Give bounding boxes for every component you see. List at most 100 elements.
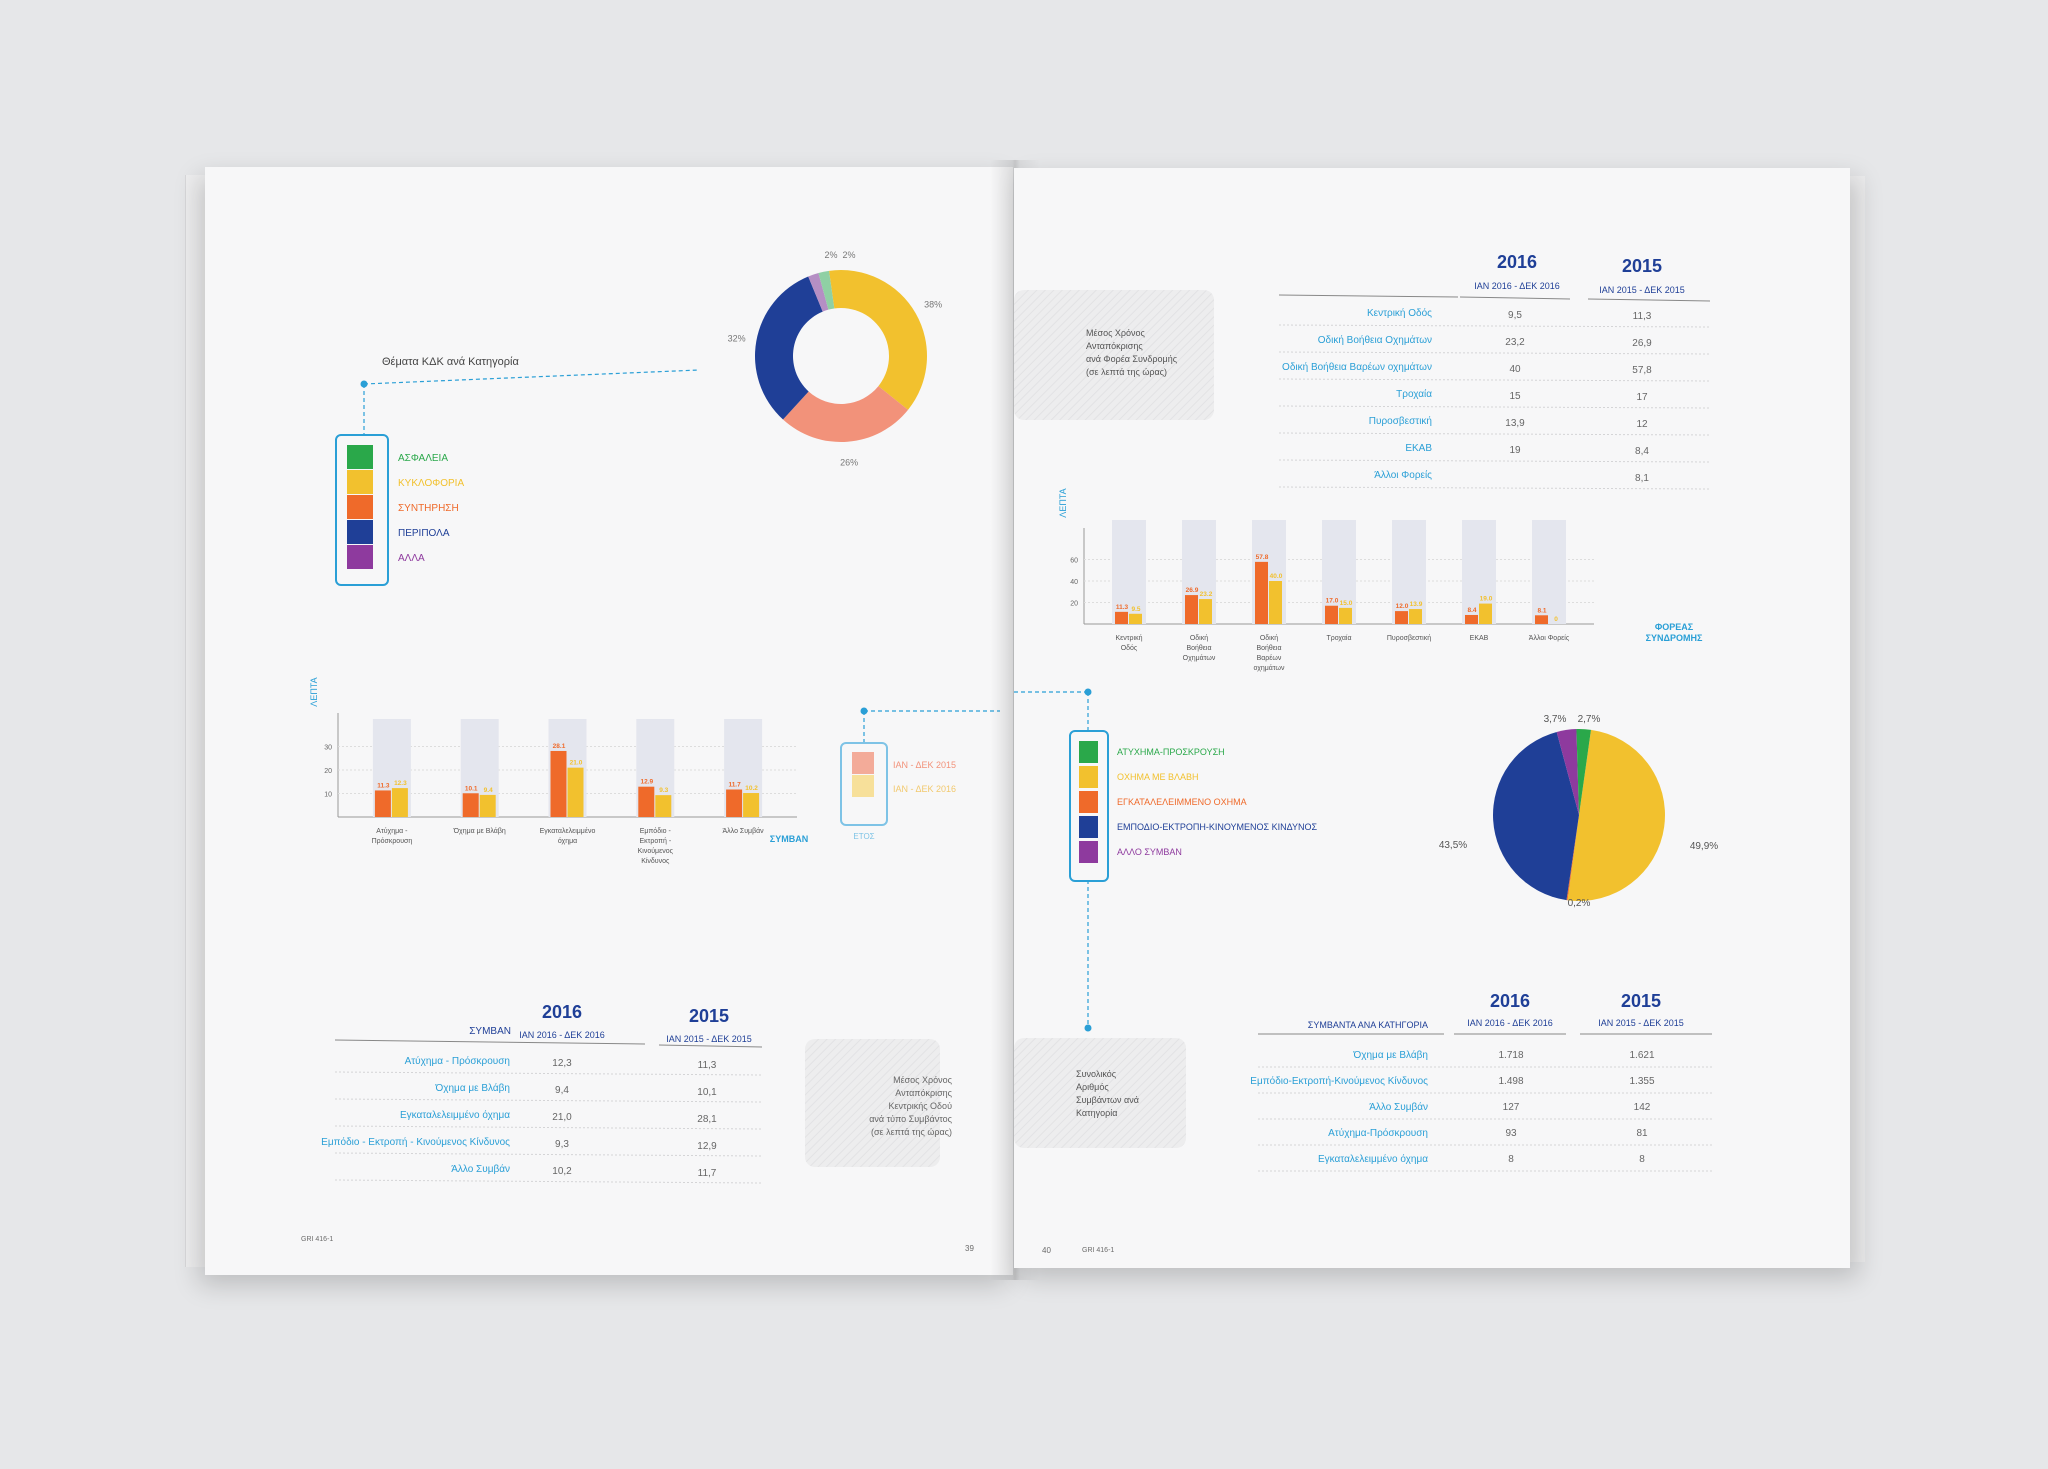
bar-value-label: 12.9 xyxy=(640,779,653,786)
y-axis-title: ΛΕΠΤΑ xyxy=(309,677,319,706)
table-caption-box xyxy=(805,1039,940,1167)
y-tick-label: 10 xyxy=(324,792,332,799)
table-cell-2015: 142 xyxy=(1634,1102,1651,1113)
footer-code: GRI 416-1 xyxy=(1082,1247,1114,1254)
bar xyxy=(1199,599,1212,624)
caption-line: Κεντρικής Οδού xyxy=(889,1101,953,1111)
bar-value-label: 9.5 xyxy=(1131,606,1140,613)
y-tick-label: 20 xyxy=(324,768,332,775)
x-category-label: Ατύχημα -Πρόσκρουση xyxy=(372,827,413,845)
count-caption-box xyxy=(1014,1038,1186,1148)
table-row-label: Κεντρική Οδός xyxy=(1367,307,1432,319)
bar xyxy=(655,795,672,817)
col-2016-period: ΙΑΝ 2016 - ΔΕΚ 2016 xyxy=(1474,281,1560,291)
bar xyxy=(1185,595,1198,624)
bar-value-label: 17.0 xyxy=(1326,598,1339,605)
caption-line: ανά Φορέα Συνδρομής xyxy=(1086,354,1178,364)
caption-line: Κατηγορία xyxy=(1076,1108,1117,1118)
table-row-label: Ατύχημα - Πρόσκρουση xyxy=(405,1055,510,1067)
y-tick-label: 20 xyxy=(1070,601,1078,608)
table-cell-2016: 8 xyxy=(1508,1154,1514,1165)
table-cell-2015: 57,8 xyxy=(1632,365,1652,376)
bar xyxy=(638,786,655,817)
table-cell-2016: 1.498 xyxy=(1498,1076,1523,1087)
table-row-label: ΕΚΑΒ xyxy=(1405,443,1432,454)
footer-code: GRI 416-1 xyxy=(301,1236,333,1243)
bar-value-label: 19.0 xyxy=(1480,596,1493,603)
bar xyxy=(462,793,479,817)
table-cell-2015: 8,4 xyxy=(1635,446,1649,457)
table-row-label: Εγκαταλελειμμένο όχημα xyxy=(400,1109,510,1121)
bar-value-label: 26.9 xyxy=(1186,587,1199,594)
donut-connector xyxy=(363,369,700,385)
x-category-label: Εμπόδιο -Εκτροπή -Κινούμενος Κίνδυνος xyxy=(638,827,674,865)
legend-label: ΑΤΥΧΗΜΑ-ΠΡΟΣΚΡΟΥΣΗ xyxy=(1117,747,1225,757)
table-header-label: ΣΥΜΒΑΝ xyxy=(469,1026,511,1037)
table-cell-2015: 28,1 xyxy=(697,1114,717,1125)
table-row-label: Τροχαία xyxy=(1396,388,1432,400)
bar xyxy=(567,767,584,817)
table-cell-2016: 1.718 xyxy=(1498,1050,1523,1061)
table-cell-2016: 9,5 xyxy=(1508,310,1522,321)
y-axis-title: ΛΕΠΤΑ xyxy=(1058,488,1068,517)
x-category-label: Οδική Βοήθεια Βαρέων οχημάτων xyxy=(1254,635,1285,672)
legend-label: ΟΧΗΜΑ ΜΕ ΒΛΑΒΗ xyxy=(1117,772,1199,782)
bar-background xyxy=(1112,520,1146,624)
x-category-label: ΕΚΑΒ xyxy=(1470,635,1489,642)
pie-slice xyxy=(1556,729,1579,815)
table-cell-2015: 1.355 xyxy=(1629,1076,1654,1087)
left-page-canvas: Θέματα ΚΔΚ ανά Κατηγορία ΑΣΦΑΛΕΙΑ ΚΥΚΛΟΦΟ… xyxy=(301,250,1000,1253)
table-row-divider xyxy=(1278,378,1711,382)
period-legend-caption: ΕΤΟΣ xyxy=(853,832,874,841)
legend-label: ΑΛΛΟ ΣΥΜΒΑΝ xyxy=(1117,847,1182,857)
table-row-label: Όχημα με Βλάβη xyxy=(1353,1049,1429,1061)
table-row-divider xyxy=(1278,351,1711,355)
table-row-label: Εμπόδιο-Εκτροπή-Κινούμενος Κίνδυνος xyxy=(1250,1075,1428,1087)
bar xyxy=(1325,605,1338,624)
donut-labels: 38% 26% 32% 2% 2% xyxy=(728,250,943,468)
bar-value-label: 28.1 xyxy=(553,743,566,750)
bar-value-label: 8.1 xyxy=(1537,607,1546,614)
table-row-divider xyxy=(1278,432,1711,436)
donut-label: 2% xyxy=(842,250,855,260)
table-row-divider xyxy=(1278,405,1711,409)
col-2016-year: 2016 xyxy=(1490,991,1530,1011)
donut-title: Θέματα ΚΔΚ ανά Κατηγορία xyxy=(382,356,519,368)
bar xyxy=(1129,613,1142,624)
bar-value-label: 57.8 xyxy=(1256,554,1269,561)
bar-background xyxy=(1532,520,1566,624)
legend-swatch xyxy=(347,445,373,469)
bar-background xyxy=(1392,520,1426,624)
page-edges-right xyxy=(1848,176,1865,1262)
table-cell-2015: 17 xyxy=(1636,392,1648,403)
donut-label: 32% xyxy=(728,334,746,344)
table-row-label: Άλλο Συμβάν xyxy=(1369,1101,1428,1113)
col-2016-period: ΙΑΝ 2016 - ΔΕΚ 2016 xyxy=(519,1030,605,1040)
bar-value-label: 9.3 xyxy=(659,787,668,794)
bar-value-label: 40.0 xyxy=(1270,573,1283,580)
pie-slice xyxy=(1492,731,1579,901)
caption-line: Μέσος Χρόνος xyxy=(1086,328,1146,338)
x-category-label: Όχημα με Βλάβη xyxy=(453,827,506,835)
table-cell-2015: 8 xyxy=(1639,1154,1645,1165)
col-2016-year: 2016 xyxy=(1497,252,1537,272)
table-header-rule-2015 xyxy=(658,1044,763,1048)
table-row-label: Άλλο Συμβάν xyxy=(451,1163,510,1175)
bar-value-label: 11.3 xyxy=(1116,604,1129,611)
bar xyxy=(726,789,743,817)
y-tick-label: 30 xyxy=(324,745,332,752)
table-cell-2015: 11,7 xyxy=(698,1168,717,1179)
table-caption-box xyxy=(1014,290,1214,420)
table-row-divider xyxy=(334,1125,762,1130)
bar-value-label: 15.0 xyxy=(1340,600,1353,607)
incident-pie-chart: 49,9% 0,2% 43,5% 3,7% 2,7% xyxy=(1439,714,1718,909)
x-category-label: Πυροσβεστική xyxy=(1387,635,1431,642)
table-cell-2016: 93 xyxy=(1505,1128,1517,1139)
category-legend: ΑΣΦΑΛΕΙΑ ΚΥΚΛΟΦΟΡΙΑ ΣΥΝΤΗΡΗΣΗ ΠΕΡΙΠΟΛΑ ΑΛΛΑ xyxy=(347,445,464,569)
donut-slice xyxy=(829,270,927,410)
donut-slice xyxy=(818,270,835,310)
table-cell-2016: 9,4 xyxy=(555,1085,569,1096)
bar-value-label: 10.1 xyxy=(465,785,478,792)
table-header-rule xyxy=(334,1039,646,1045)
table-row-divider xyxy=(334,1179,762,1184)
